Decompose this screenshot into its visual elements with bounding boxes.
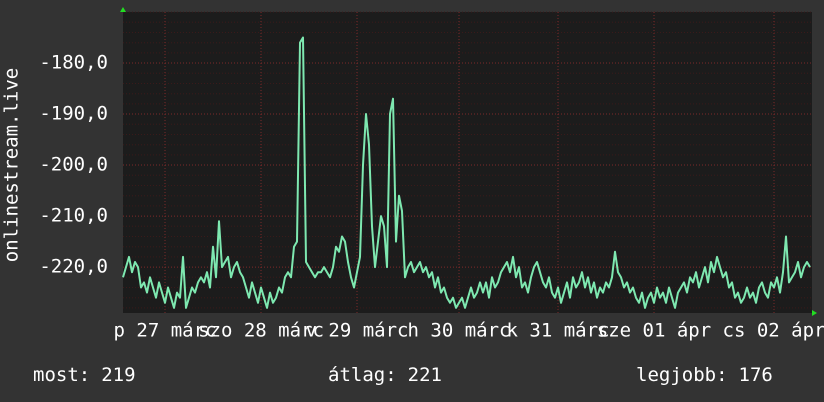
x-tick-label: szo 28 márc [198, 320, 324, 342]
x-tick-label: h 30 márc [408, 320, 511, 342]
y-axis-title: onlinestream.live [1, 68, 23, 262]
stat-label: legjobb: [636, 364, 728, 386]
x-tick-label: v 29 márc [306, 320, 409, 342]
stat-value: 221 [408, 364, 442, 386]
grid [123, 11, 812, 313]
x-tick-label: sze 01 ápr [597, 320, 711, 342]
x-tick-label: cs 02 ápr [723, 320, 824, 342]
x-tick-label: p 27 márc [114, 320, 217, 342]
stat: átlag: 221 [328, 364, 442, 386]
y-axis-arrow [120, 7, 126, 12]
y-tick-label: -200,0 [39, 154, 108, 176]
stat-value: 219 [101, 364, 135, 386]
plot-area [123, 12, 812, 313]
y-tick-label: -190,0 [39, 103, 108, 125]
stat-value: 176 [739, 364, 773, 386]
x-axis-arrow [812, 310, 817, 316]
x-tick-label: k 31 márc [507, 320, 610, 342]
stat-label: most: [33, 364, 90, 386]
y-tick-label: -220,0 [39, 256, 108, 278]
data-line [122, 36, 811, 309]
y-tick-label: -210,0 [39, 205, 108, 227]
stat: legjobb: 176 [636, 364, 773, 386]
stat-label: átlag: [328, 364, 397, 386]
stat: most: 219 [33, 364, 136, 386]
y-tick-label: -180,0 [39, 52, 108, 74]
